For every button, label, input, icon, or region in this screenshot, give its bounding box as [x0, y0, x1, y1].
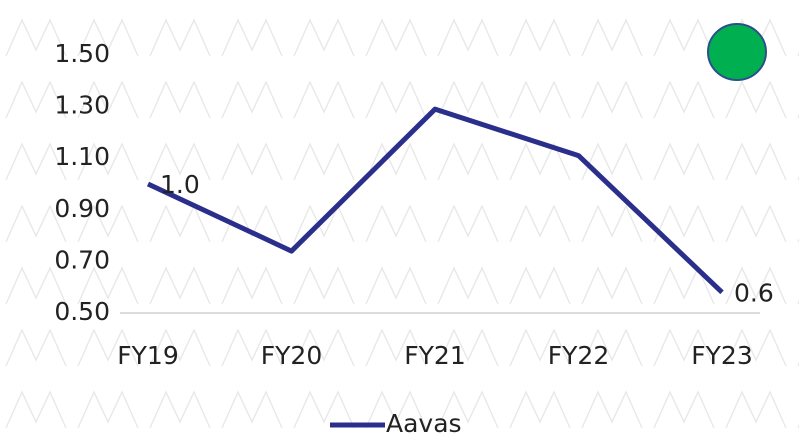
y-tick-label: 1.50 [54, 39, 110, 68]
data-label: 0.6 [734, 278, 774, 307]
status-dot [707, 23, 767, 81]
x-tick-label: FY19 [117, 341, 178, 370]
legend-label: Aavas [386, 409, 462, 438]
x-tick-label: FY23 [691, 341, 752, 370]
data-label: 1.0 [160, 170, 200, 199]
x-tick-label: FY20 [261, 341, 322, 370]
y-tick-label: 1.30 [54, 91, 110, 120]
y-tick-label: 1.10 [54, 142, 110, 171]
y-tick-label: 0.50 [54, 297, 110, 326]
y-tick-label: 0.90 [54, 194, 110, 223]
series-line [146, 106, 724, 295]
y-tick-label: 0.70 [54, 245, 110, 274]
x-tick-label: FY22 [548, 341, 609, 370]
x-tick-label: FY21 [404, 341, 465, 370]
